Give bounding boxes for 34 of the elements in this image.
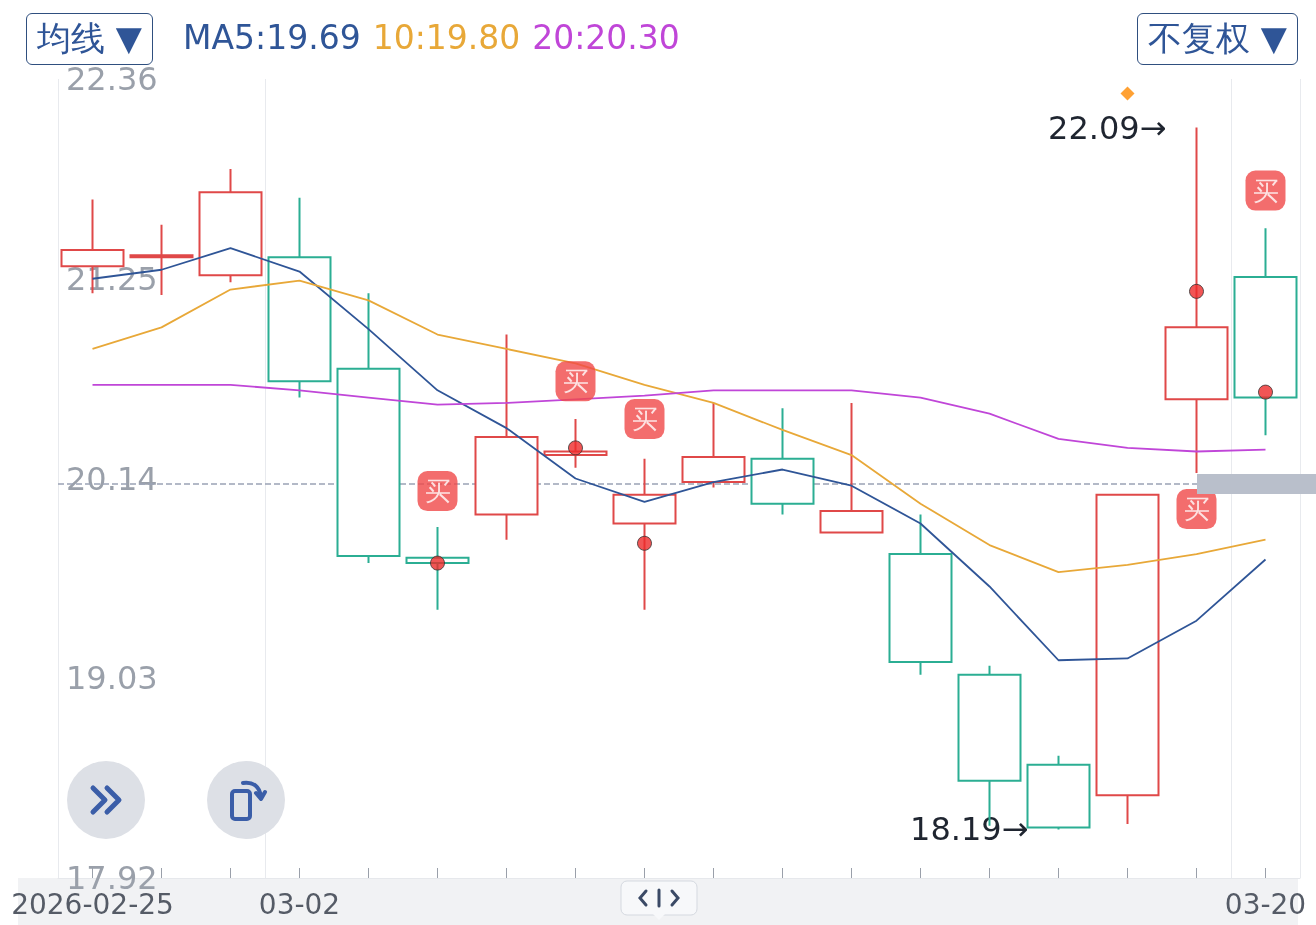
data-label: 买 — [1183, 494, 1210, 525]
point — [1258, 384, 1273, 400]
point — [430, 555, 445, 571]
candlestick — [1095, 493, 1160, 826]
annotation: 22.09→ — [1048, 108, 1167, 147]
text: 20:20.30 — [532, 18, 680, 57]
candlestick — [198, 167, 263, 284]
data-label: 买 — [424, 476, 451, 507]
candlestick — [267, 196, 332, 399]
text: 10:19.80 — [372, 18, 521, 57]
candlestick — [1164, 126, 1229, 475]
x-tick-label: 03-02 — [258, 887, 341, 921]
point — [1189, 283, 1204, 299]
text: MA5:19.69 — [183, 18, 361, 57]
dropdown-menu[interactable]: 不复权 ▼ — [1137, 13, 1298, 65]
data-label: 买 — [562, 366, 589, 397]
candlestick — [681, 401, 746, 489]
candlestick — [612, 457, 677, 611]
point — [568, 440, 583, 456]
candlestick — [888, 513, 953, 676]
candlestick — [474, 333, 539, 541]
point — [637, 535, 652, 551]
candlestick — [819, 401, 884, 534]
dropdown-menu[interactable]: 均线 ▼ — [26, 13, 153, 65]
candlestick — [336, 292, 401, 565]
data-label: 买 — [1252, 175, 1279, 206]
candlestick — [1233, 227, 1298, 437]
candlestick — [750, 407, 815, 516]
candlestick — [1026, 754, 1091, 831]
point — [1120, 86, 1135, 101]
annotation: 18.19→ — [910, 810, 1029, 849]
data-label: 买 — [631, 404, 658, 435]
x-tick-label: 03-20 — [1224, 887, 1307, 921]
y-tick-label: 19.03 — [66, 659, 158, 698]
